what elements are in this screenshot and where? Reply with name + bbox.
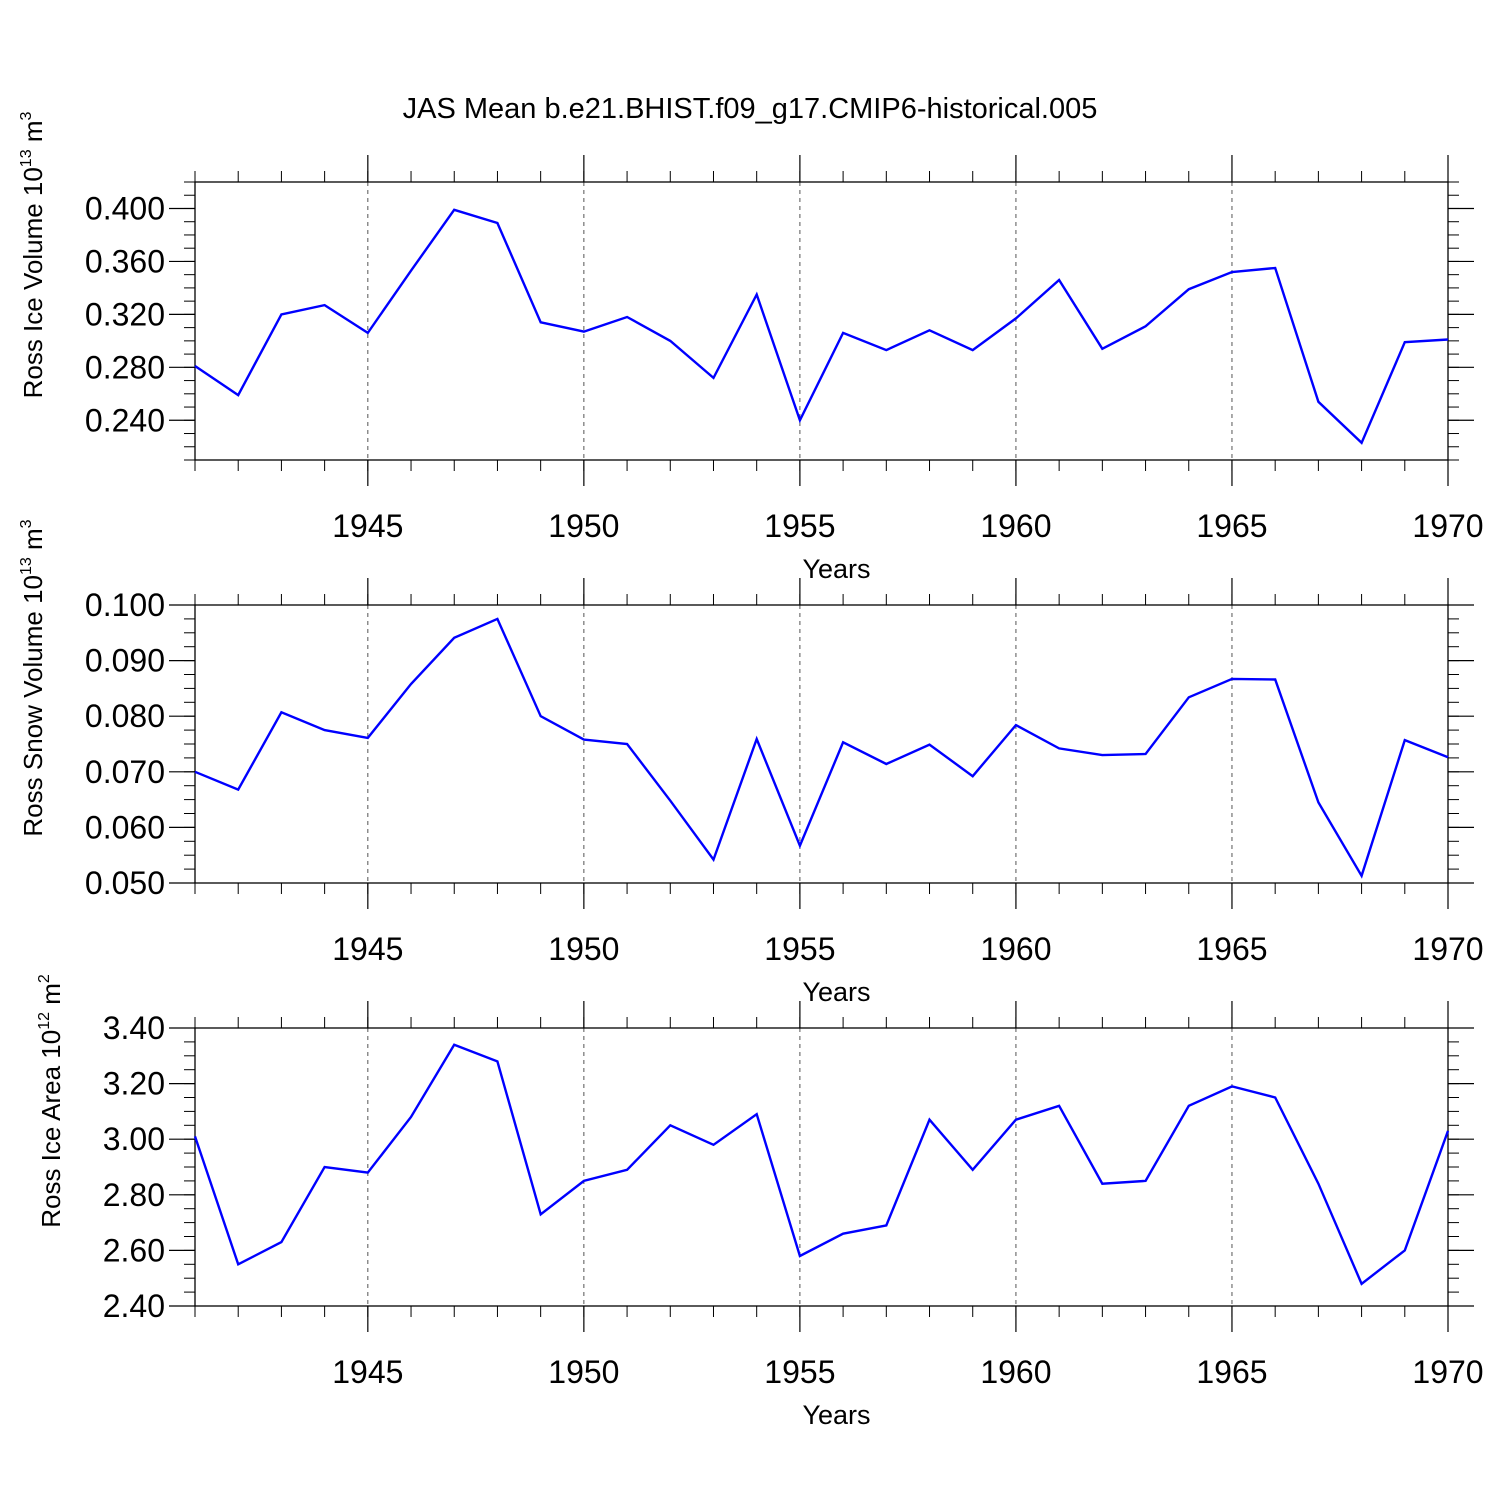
y-tick-label: 0.360 <box>85 243 165 279</box>
x-tick-label: 1960 <box>980 931 1051 967</box>
y-tick-label: 3.00 <box>103 1121 165 1157</box>
y-tick-label: 3.20 <box>103 1066 165 1102</box>
chart-panel-1: 1945 1950 1955 1960 1965 1970 0.240 0.280 0.320 0… <box>18 111 1484 584</box>
x-axis-title: Years <box>802 1400 870 1430</box>
y-tick-label: 0.280 <box>85 349 165 385</box>
plot-frame <box>194 604 1449 884</box>
y-tick-label: 2.40 <box>103 1288 165 1324</box>
series-line <box>193 1043 1450 1286</box>
x-tick-label: 1950 <box>548 931 619 967</box>
chart-panel-2: 1945 1950 1955 1960 1965 1970 0.050 0.060 0.070 0… <box>18 519 1484 1007</box>
x-tick-label: 1960 <box>980 1354 1051 1390</box>
x-tick-label: 1965 <box>1196 1354 1267 1390</box>
x-axis-title: Years <box>802 554 870 584</box>
chart-panel-3: 1945 1950 1955 1960 1965 1970 2.40 2.60 2.80 3.00… <box>36 974 1484 1430</box>
x-tick-label: 1945 <box>332 931 403 967</box>
y-tick-label: 3.40 <box>103 1010 165 1046</box>
x-tick-label: 1965 <box>1196 931 1267 967</box>
y-tick-label: 0.090 <box>85 643 165 679</box>
plot-frame <box>194 181 1449 461</box>
plot-frame <box>194 1027 1449 1307</box>
y-axis-title: Ross Snow Volume 1013 m3 <box>18 519 48 836</box>
x-tick-label: 1950 <box>548 508 619 544</box>
series-line <box>194 208 1449 445</box>
x-tick-label: 1960 <box>980 508 1051 544</box>
series-line <box>194 617 1449 879</box>
x-tick-label: 1965 <box>1196 508 1267 544</box>
y-tick-label: 2.80 <box>103 1177 165 1213</box>
y-tick-label: 2.60 <box>103 1232 165 1268</box>
x-axis-title: Years <box>802 977 870 1007</box>
y-tick-label: 0.400 <box>85 190 165 226</box>
x-tick-label: 1970 <box>1412 508 1483 544</box>
y-tick-label: 0.320 <box>85 296 165 332</box>
x-tick-label: 1955 <box>764 931 835 967</box>
x-tick-label: 1970 <box>1412 1354 1483 1390</box>
y-tick-label: 0.080 <box>85 698 165 734</box>
x-tick-label: 1945 <box>332 1354 403 1390</box>
y-tick-label: 0.100 <box>85 587 165 623</box>
y-axis-title: Ross Ice Area 1012 m2 <box>36 974 66 1228</box>
x-tick-label: 1945 <box>332 508 403 544</box>
x-tick-label: 1955 <box>764 1354 835 1390</box>
y-tick-label: 0.050 <box>85 865 165 901</box>
y-tick-label: 0.060 <box>85 809 165 845</box>
figure-title: JAS Mean b.e21.BHIST.f09_g17.CMIP6-histo… <box>403 93 1098 125</box>
y-axis-title: Ross Ice Volume 1013 m3 <box>18 111 48 398</box>
y-tick-label: 0.240 <box>85 402 165 438</box>
x-tick-label: 1970 <box>1412 931 1483 967</box>
x-tick-label: 1950 <box>548 1354 619 1390</box>
x-tick-label: 1955 <box>764 508 835 544</box>
y-tick-label: 0.070 <box>85 754 165 790</box>
